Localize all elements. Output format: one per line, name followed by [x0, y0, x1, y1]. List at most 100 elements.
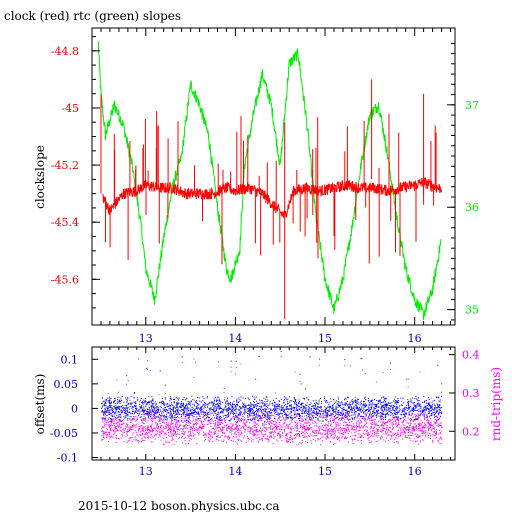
- rndtrip-point: [103, 427, 105, 428]
- rndtrip-point: [225, 420, 226, 422]
- offset-point: [258, 415, 260, 417]
- rndtrip-point: [381, 431, 383, 433]
- rndtrip-point: [290, 432, 292, 434]
- rndtrip-point: [382, 372, 384, 374]
- offset-point: [249, 410, 251, 412]
- rndtrip-point: [299, 435, 301, 437]
- rndtrip-point: [138, 429, 139, 431]
- offset-point: [196, 403, 198, 404]
- rndtrip-point: [192, 432, 194, 434]
- rndtrip-point: [441, 391, 443, 393]
- rndtrip-point: [122, 429, 124, 431]
- rndtrip-point: [409, 425, 410, 427]
- rndtrip-point: [229, 437, 231, 438]
- offset-point: [248, 419, 250, 421]
- rndtrip-point: [201, 427, 203, 429]
- offset-point: [361, 418, 363, 420]
- offset-point: [288, 408, 290, 410]
- rndtrip-point: [208, 440, 210, 441]
- rndtrip-point: [425, 434, 427, 436]
- rndtrip-point: [441, 439, 443, 441]
- rndtrip-point: [118, 416, 120, 418]
- offset-point: [332, 404, 334, 406]
- offset-point: [361, 400, 362, 402]
- rndtrip-point: [163, 418, 164, 420]
- rndtrip-point: [435, 423, 437, 425]
- offset-point: [156, 416, 157, 418]
- offset-point: [346, 411, 348, 413]
- rndtrip-point: [173, 420, 175, 422]
- rndtrip-point: [281, 429, 283, 431]
- rndtrip-point: [325, 431, 327, 433]
- offset-point: [396, 407, 398, 409]
- offset-point: [425, 408, 427, 409]
- rndtrip-point: [109, 412, 111, 414]
- offset-point: [194, 411, 196, 413]
- rndtrip-point: [416, 429, 418, 431]
- offset-point: [118, 399, 120, 401]
- rndtrip-point: [268, 439, 270, 441]
- rndtrip-point: [170, 424, 172, 425]
- rndtrip-point: [138, 427, 140, 429]
- offset-point: [199, 408, 201, 410]
- rndtrip-point: [341, 420, 343, 422]
- offset-point: [219, 402, 221, 404]
- top-x-tick-label: 13: [139, 332, 153, 345]
- offset-point: [342, 416, 344, 418]
- rndtrip-point: [298, 434, 300, 436]
- rndtrip-point: [125, 426, 127, 428]
- offset-point: [254, 405, 256, 407]
- offset-point: [242, 406, 244, 408]
- offset-point: [387, 413, 389, 415]
- offset-point: [239, 407, 241, 409]
- offset-point: [335, 411, 337, 413]
- offset-point: [120, 410, 122, 412]
- offset-point: [315, 414, 317, 416]
- offset-point: [113, 402, 115, 404]
- rndtrip-point: [385, 422, 387, 424]
- rndtrip-point: [277, 419, 278, 421]
- offset-point: [129, 399, 131, 401]
- offset-point: [202, 404, 204, 406]
- offset-point: [172, 415, 174, 417]
- offset-point: [161, 403, 163, 405]
- offset-point: [435, 396, 437, 398]
- rndtrip-point: [151, 435, 153, 437]
- offset-point: [289, 405, 290, 407]
- rndtrip-point: [254, 432, 256, 434]
- offset-point: [240, 420, 242, 422]
- offset-point: [197, 397, 199, 399]
- offset-point: [336, 417, 338, 419]
- rndtrip-point: [382, 425, 384, 427]
- rndtrip-point: [137, 434, 139, 436]
- offset-point: [301, 412, 303, 414]
- rndtrip-point: [284, 419, 286, 420]
- rndtrip-point: [171, 437, 173, 439]
- rndtrip-point: [310, 416, 311, 418]
- offset-point: [384, 409, 385, 411]
- rndtrip-point: [307, 422, 309, 424]
- rndtrip-point: [362, 426, 364, 428]
- rndtrip-point: [438, 442, 440, 444]
- offset-point: [250, 405, 252, 407]
- rndtrip-point: [428, 420, 430, 422]
- rndtrip-point: [331, 433, 333, 435]
- offset-point: [298, 414, 300, 416]
- offset-point: [351, 398, 353, 400]
- offset-point: [368, 404, 370, 406]
- rndtrip-point: [239, 433, 241, 435]
- rndtrip-point: [285, 435, 287, 436]
- rndtrip-point: [267, 441, 269, 443]
- rndtrip-point: [220, 431, 222, 433]
- offset-point: [300, 409, 302, 411]
- rndtrip-point: [359, 427, 361, 429]
- rndtrip-point: [195, 426, 197, 428]
- rndtrip-point: [143, 423, 145, 425]
- rndtrip-point: [163, 437, 165, 439]
- offset-point: [300, 406, 302, 408]
- rndtrip-point: [237, 428, 239, 429]
- offset-point: [106, 400, 108, 402]
- rndtrip-point: [368, 433, 370, 435]
- rndtrip-point: [258, 437, 260, 438]
- rndtrip-point: [388, 421, 390, 423]
